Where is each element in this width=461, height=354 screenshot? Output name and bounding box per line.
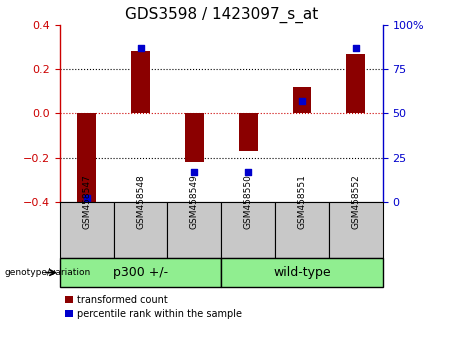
Text: GSM458551: GSM458551 xyxy=(297,174,307,229)
Bar xyxy=(239,113,258,151)
Bar xyxy=(60,202,114,258)
Bar xyxy=(77,113,96,206)
Point xyxy=(191,169,198,175)
Bar xyxy=(131,51,150,113)
Point xyxy=(83,195,90,201)
Legend: transformed count, percentile rank within the sample: transformed count, percentile rank withi… xyxy=(65,295,242,319)
Bar xyxy=(346,53,365,113)
Bar xyxy=(185,113,204,162)
Text: GSM458547: GSM458547 xyxy=(83,174,91,229)
Text: GSM458550: GSM458550 xyxy=(244,174,253,229)
Bar xyxy=(221,258,383,287)
Text: GSM458549: GSM458549 xyxy=(190,174,199,229)
Title: GDS3598 / 1423097_s_at: GDS3598 / 1423097_s_at xyxy=(124,7,318,23)
Point xyxy=(244,169,252,175)
Point xyxy=(298,98,306,104)
Text: wild-type: wild-type xyxy=(273,266,331,279)
Bar xyxy=(221,202,275,258)
Bar xyxy=(275,202,329,258)
Point xyxy=(137,45,144,51)
Text: GSM458548: GSM458548 xyxy=(136,174,145,229)
Text: GSM458552: GSM458552 xyxy=(351,174,360,229)
Bar xyxy=(60,258,221,287)
Bar xyxy=(329,202,383,258)
Bar xyxy=(167,202,221,258)
Bar xyxy=(293,87,311,113)
Text: genotype/variation: genotype/variation xyxy=(5,268,91,277)
Point xyxy=(352,45,360,51)
Text: p300 +/-: p300 +/- xyxy=(113,266,168,279)
Bar xyxy=(114,202,167,258)
